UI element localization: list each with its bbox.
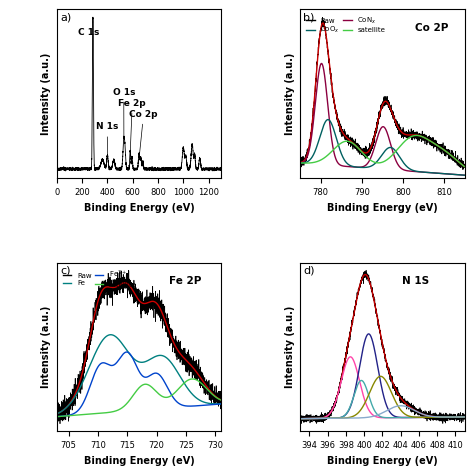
Text: b): b) [303,13,315,23]
Text: d): d) [303,266,315,276]
Text: N 1S: N 1S [402,276,429,286]
X-axis label: Binding Energy (eV): Binding Energy (eV) [327,456,438,465]
Text: c): c) [60,266,71,276]
Y-axis label: Intensity (a.u.): Intensity (a.u.) [284,53,295,135]
Legend: Raw, CoO$_x$, CoN$_x$, satellite: Raw, CoO$_x$, CoN$_x$, satellite [304,13,388,38]
Y-axis label: Intensity (a.u.): Intensity (a.u.) [41,306,51,388]
X-axis label: Binding Energy (eV): Binding Energy (eV) [327,202,438,212]
Text: Fe 2p: Fe 2p [118,99,146,150]
Text: Co 2P: Co 2P [415,23,448,33]
X-axis label: Binding Energy (eV): Binding Energy (eV) [84,202,194,212]
Text: O 1s: O 1s [112,88,135,137]
Y-axis label: Intensity (a.u.): Intensity (a.u.) [284,306,295,388]
Text: Fe 2P: Fe 2P [169,276,201,286]
Legend: Raw, Fe, Fe$^{3+}$, satellite: Raw, Fe, Fe$^{3+}$, satellite [60,266,140,290]
Text: a): a) [60,13,72,23]
Text: C 1s: C 1s [78,22,99,36]
Text: N 1s: N 1s [96,122,118,156]
Text: Co 2p: Co 2p [129,109,158,154]
X-axis label: Binding Energy (eV): Binding Energy (eV) [84,456,194,465]
Y-axis label: Intensity (a.u.): Intensity (a.u.) [41,53,51,135]
